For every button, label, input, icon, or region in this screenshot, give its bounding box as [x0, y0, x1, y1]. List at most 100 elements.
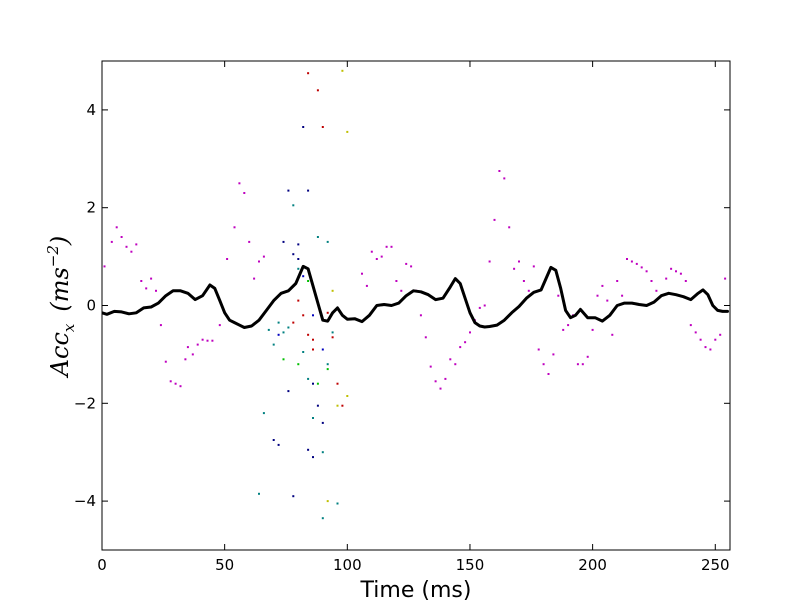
scatter-point: [346, 395, 349, 397]
scatter-point: [331, 336, 334, 339]
scatter-point: [302, 126, 305, 128]
scatter-point: [616, 280, 619, 282]
scatter-point: [282, 240, 285, 243]
scatter-point: [714, 338, 717, 341]
scatter-point: [400, 289, 403, 292]
scatter-point: [302, 275, 305, 278]
scatter-point: [292, 321, 295, 324]
y-tick-label: −2: [74, 394, 96, 412]
x-tick-label: 50: [215, 556, 234, 574]
scatter-point: [312, 338, 314, 341]
y-tick-label: −4: [74, 492, 96, 510]
scatter-point: [709, 348, 712, 351]
scatter-point: [522, 280, 525, 282]
scatter-point: [164, 360, 167, 363]
scatter-point: [547, 373, 550, 375]
x-tick-label: 100: [333, 556, 362, 574]
scatter-point: [390, 245, 393, 248]
scatter-point: [226, 258, 229, 260]
scatter-point: [429, 365, 432, 368]
scatter-point: [336, 382, 339, 385]
scatter-point: [312, 456, 314, 459]
scatter-point: [159, 324, 162, 327]
scatter-point: [679, 272, 682, 275]
scatter-point: [611, 333, 614, 336]
scatter-point: [434, 380, 437, 383]
scatter-point: [410, 265, 413, 268]
scatter-point: [292, 204, 295, 207]
scatter-point: [321, 451, 324, 454]
scatter-point: [464, 341, 467, 344]
scatter-point: [316, 382, 319, 385]
scatter-point: [292, 253, 295, 256]
scatter-point: [243, 192, 246, 194]
scatter-point: [297, 363, 300, 366]
scatter-point: [140, 280, 143, 282]
scatter-point: [370, 250, 373, 253]
scatter-point: [527, 289, 530, 292]
scatter-point: [567, 324, 570, 327]
scatter-point: [483, 304, 486, 307]
scatter-point: [361, 272, 363, 275]
scatter-point: [307, 377, 310, 380]
scatter-point: [562, 328, 565, 331]
scatter-point: [186, 346, 189, 349]
scatter-point: [312, 314, 314, 317]
scatter-point: [267, 328, 270, 331]
scatter-point: [498, 170, 501, 172]
scatter-point: [326, 368, 329, 371]
scatter-point: [307, 333, 310, 336]
scatter-point: [174, 382, 177, 385]
scatter-point: [469, 331, 471, 334]
plot-frame: [101, 60, 731, 551]
scatter-point: [287, 326, 290, 329]
scatter-point: [321, 421, 324, 424]
scatter-point: [444, 377, 447, 380]
scatter-point: [684, 280, 687, 282]
scatter-point: [307, 189, 310, 192]
scatter-point: [321, 348, 324, 351]
scatter-point: [385, 245, 388, 248]
scatter-point: [454, 363, 457, 366]
scatter-point: [287, 189, 290, 192]
scatter-point: [331, 289, 334, 292]
scatter-point: [694, 331, 697, 334]
scatter-point: [557, 294, 560, 297]
scatter-point: [586, 355, 589, 358]
scatter-point: [120, 236, 123, 238]
scatter-point: [596, 294, 599, 297]
scatter-point: [277, 443, 280, 446]
scatter-point: [115, 226, 118, 229]
scatter-point: [312, 382, 314, 385]
scatter-point: [478, 306, 481, 309]
scatter-point: [513, 267, 516, 270]
scatter-point: [287, 390, 290, 393]
scatter-point: [341, 69, 344, 72]
scatter-point: [537, 348, 540, 351]
scatter-point: [331, 331, 334, 334]
scatter-point: [282, 358, 285, 361]
scatter-point: [258, 260, 260, 263]
scatter-point: [316, 404, 319, 407]
scatter-point: [724, 277, 727, 280]
scatter-point: [321, 126, 324, 128]
scatter-point: [307, 448, 310, 451]
scatter-point: [336, 502, 339, 505]
x-tick-label: 250: [701, 556, 730, 574]
scatter-point: [606, 299, 609, 302]
x-tick-label: 0: [97, 556, 107, 574]
scatter-point: [689, 324, 692, 327]
scatter-point: [253, 277, 256, 280]
scatter-point: [184, 358, 187, 361]
scatter-point: [272, 343, 275, 346]
scatter-point: [307, 280, 310, 282]
scatter-point: [218, 324, 221, 327]
scatter-point: [262, 412, 265, 415]
scatter-point: [110, 240, 113, 243]
scatter-point: [150, 277, 153, 280]
scatter-point: [645, 270, 648, 273]
scatter-point: [542, 363, 545, 366]
scatter-point: [380, 255, 383, 258]
y-axis-title: Accx (ms−2): [44, 236, 78, 379]
